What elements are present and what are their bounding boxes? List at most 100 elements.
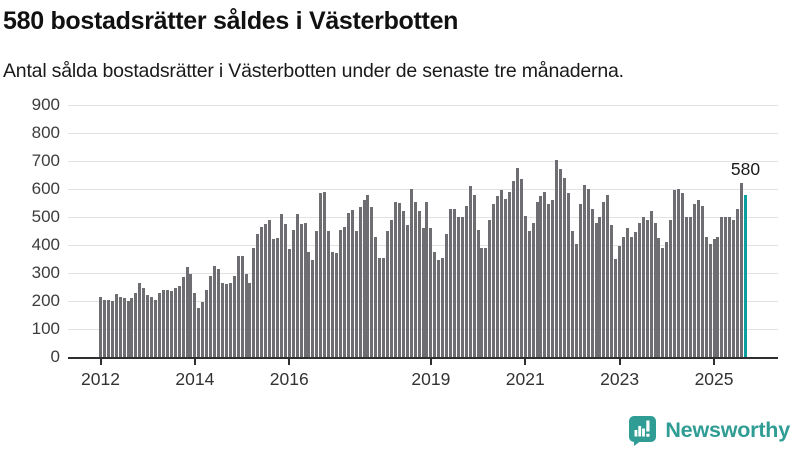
bar [393, 201, 397, 357]
bar [169, 291, 173, 357]
bar [358, 207, 362, 357]
bar [220, 282, 224, 357]
bar [366, 194, 370, 357]
bar [189, 274, 193, 357]
bar [323, 191, 327, 357]
bar [460, 217, 464, 357]
y-axis-tick-label: 200 [31, 291, 60, 310]
bar [511, 180, 515, 357]
bar [496, 196, 500, 357]
bar [614, 259, 618, 357]
bar [264, 224, 268, 357]
bar [500, 190, 504, 357]
gridline [68, 133, 778, 134]
bar [641, 217, 645, 357]
bar [110, 301, 114, 357]
bar [669, 219, 673, 357]
bar [268, 219, 272, 357]
bar [362, 200, 366, 357]
bar [307, 252, 311, 357]
bar [452, 208, 456, 357]
bar [299, 224, 303, 357]
bar [645, 219, 649, 357]
bar [386, 231, 390, 357]
bar [606, 194, 610, 357]
bar [181, 277, 185, 357]
bar [295, 214, 299, 357]
bar [413, 201, 417, 357]
bar [677, 189, 681, 357]
bar [232, 275, 236, 357]
bar [551, 200, 555, 357]
bar [626, 228, 629, 357]
y-axis-tick-label: 400 [31, 235, 60, 254]
bar [224, 284, 228, 357]
bar [555, 159, 559, 357]
bar [582, 184, 586, 357]
bar [456, 217, 460, 357]
bar [740, 183, 744, 357]
bar [657, 238, 661, 357]
bar [146, 295, 150, 357]
bar [338, 229, 342, 357]
bar [409, 189, 413, 357]
bar [122, 298, 126, 357]
bar [570, 231, 574, 357]
bar [421, 228, 425, 357]
bar [114, 294, 118, 357]
bar [303, 222, 307, 357]
bar [508, 191, 512, 357]
newsworthy-logo-icon [629, 415, 657, 446]
gridline [68, 189, 778, 190]
bar [543, 191, 547, 357]
bar [484, 247, 488, 357]
bar [504, 198, 508, 357]
x-axis-tick-label: 2023 [600, 369, 640, 389]
bar [315, 231, 319, 357]
x-axis-tick [193, 359, 196, 365]
bar [165, 289, 169, 357]
bar [173, 288, 177, 357]
bar [130, 298, 134, 357]
bar [374, 236, 378, 357]
bar [574, 243, 578, 357]
brand-name: Newsworthy [665, 417, 790, 442]
bar [350, 210, 354, 357]
bar [201, 302, 205, 357]
bar [334, 253, 338, 357]
bar [342, 226, 346, 357]
gridline [68, 161, 778, 162]
bar [327, 231, 331, 357]
bar [311, 260, 315, 357]
bar [633, 232, 637, 357]
bar [272, 239, 276, 357]
bar [610, 225, 614, 357]
bar [476, 229, 480, 357]
bar [720, 217, 724, 357]
bar [205, 289, 209, 357]
bar [594, 222, 598, 357]
bar [390, 219, 394, 357]
bar [649, 211, 653, 357]
bar [240, 256, 244, 357]
bar [622, 236, 626, 357]
bar [417, 211, 421, 357]
chart-subtitle: Antal sålda bostadsrätter i Västerbotten… [3, 60, 624, 82]
bar [539, 196, 543, 357]
bar [382, 257, 386, 357]
bar [429, 228, 433, 357]
bar [177, 285, 181, 357]
bar [185, 267, 189, 357]
bar [598, 217, 602, 357]
y-axis-tick-label: 600 [31, 179, 60, 198]
bar [283, 224, 287, 357]
x-axis-tick [99, 359, 102, 365]
highlight-bar [744, 194, 747, 357]
bar [559, 169, 563, 357]
bar [319, 193, 323, 357]
bar [142, 288, 146, 357]
bar [236, 256, 240, 357]
bar [704, 236, 708, 357]
x-axis-tick-label: 2012 [81, 369, 120, 389]
